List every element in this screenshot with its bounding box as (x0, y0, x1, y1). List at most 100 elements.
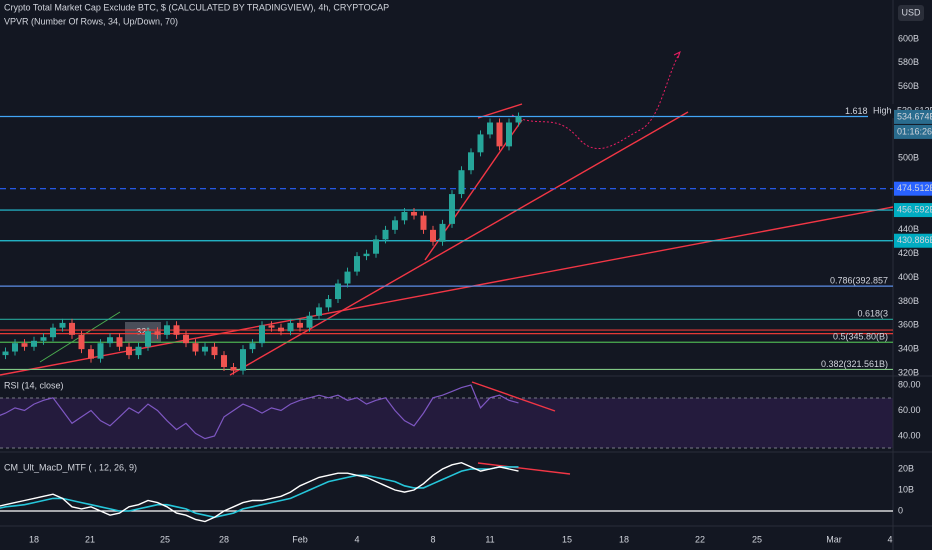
price-tick: 500B (898, 153, 919, 163)
candle (164, 325, 170, 335)
time-tick: 18 (29, 534, 39, 544)
candle (88, 349, 94, 359)
price-tick: 320B (898, 367, 919, 377)
candle (373, 239, 379, 254)
rsi-tick: 60.00 (898, 405, 921, 415)
unit: USD (901, 7, 921, 17)
time-tick: 15 (562, 534, 572, 544)
candle (325, 299, 332, 308)
price-tick: 340B (898, 344, 919, 354)
candle (306, 315, 313, 328)
candle (354, 256, 360, 272)
price-label: 474.512B (897, 183, 932, 193)
candle (268, 325, 275, 328)
candle (97, 343, 104, 359)
candle (126, 346, 132, 356)
candle (145, 331, 151, 347)
candle (50, 327, 56, 338)
fib-label: 0.786(392.857 (830, 275, 888, 285)
candle (439, 223, 446, 242)
candle (31, 340, 37, 347)
fib-label: 0.5(345.80(B) (833, 332, 888, 342)
candle (69, 322, 75, 335)
price-tick: 400B (898, 272, 919, 282)
angle-label: 32° (136, 326, 150, 336)
time-tick: 28 (219, 534, 229, 544)
time-tick: Feb (292, 534, 308, 544)
candle (116, 337, 123, 347)
candle (382, 229, 389, 240)
candle (344, 271, 351, 284)
price-tick: 560B (898, 81, 919, 91)
candle (59, 322, 66, 328)
rsi-line (0, 384, 519, 440)
candle (259, 325, 265, 344)
candle (316, 307, 322, 316)
countdown-bg (894, 124, 932, 139)
candle (458, 170, 465, 195)
candle (477, 134, 484, 153)
candle (363, 253, 370, 257)
rsi-tick: 80.00 (898, 379, 921, 389)
macd-tick: 0 (898, 505, 903, 515)
price-tick: 440B (898, 224, 919, 234)
time-tick: 18 (619, 534, 629, 544)
price-label: 534.674B (897, 111, 932, 121)
time-tick: 11 (485, 534, 494, 544)
candle (287, 322, 294, 332)
candle (430, 229, 436, 242)
candle (297, 322, 303, 328)
price-label-bg (894, 181, 932, 196)
candle (249, 343, 256, 350)
time-tick: 4 (354, 534, 359, 544)
candle (183, 334, 189, 344)
candle (21, 343, 28, 347)
price-tick: 600B (898, 33, 919, 43)
candle (154, 331, 161, 335)
price-tick: 380B (898, 296, 919, 306)
candle (506, 122, 512, 147)
candle (468, 152, 474, 171)
fib-label: 0.382(321.561B) (821, 359, 888, 369)
macd-tick: 20B (898, 463, 914, 473)
candle (420, 215, 427, 230)
time-tick: Mar (826, 534, 842, 544)
chart-title: Crypto Total Market Cap Exclude BTC, $ (… (4, 2, 389, 12)
high-label: High (873, 105, 892, 115)
macd-title: CM_Ult_MacD_MTF ( , 12, 26, 9) (4, 462, 137, 472)
projection-arrow (673, 51, 681, 59)
candle (107, 337, 113, 344)
candle (221, 355, 227, 368)
rsi-title: RSI (14, close) (4, 380, 64, 390)
candle (173, 325, 180, 335)
signal-line (0, 466, 519, 519)
unit-box (898, 5, 924, 21)
candle (449, 194, 455, 224)
rsi-tick: 40.00 (898, 430, 921, 440)
fib-label: 1.618(535. (845, 106, 888, 116)
candle (496, 122, 503, 147)
candle (487, 122, 493, 135)
candle (392, 220, 398, 230)
price-label: 456.592B (897, 204, 932, 214)
price-label: 430.886B (897, 235, 932, 245)
price-tick: 580B (898, 57, 919, 67)
macd-tick: 10B (898, 484, 914, 494)
time-tick: 25 (752, 534, 762, 544)
candle (515, 116, 522, 123)
candle (12, 343, 18, 352)
time-tick: 4 (887, 534, 892, 544)
angle-box (125, 322, 161, 342)
macd-line (0, 461, 519, 523)
candle (240, 349, 246, 371)
time-tick: 8 (430, 534, 435, 544)
price-label-bg (894, 109, 932, 124)
candle (135, 346, 142, 356)
time-tick: 22 (695, 534, 705, 544)
time-tick: 25 (160, 534, 170, 544)
candle (2, 351, 9, 356)
candle (230, 367, 237, 371)
